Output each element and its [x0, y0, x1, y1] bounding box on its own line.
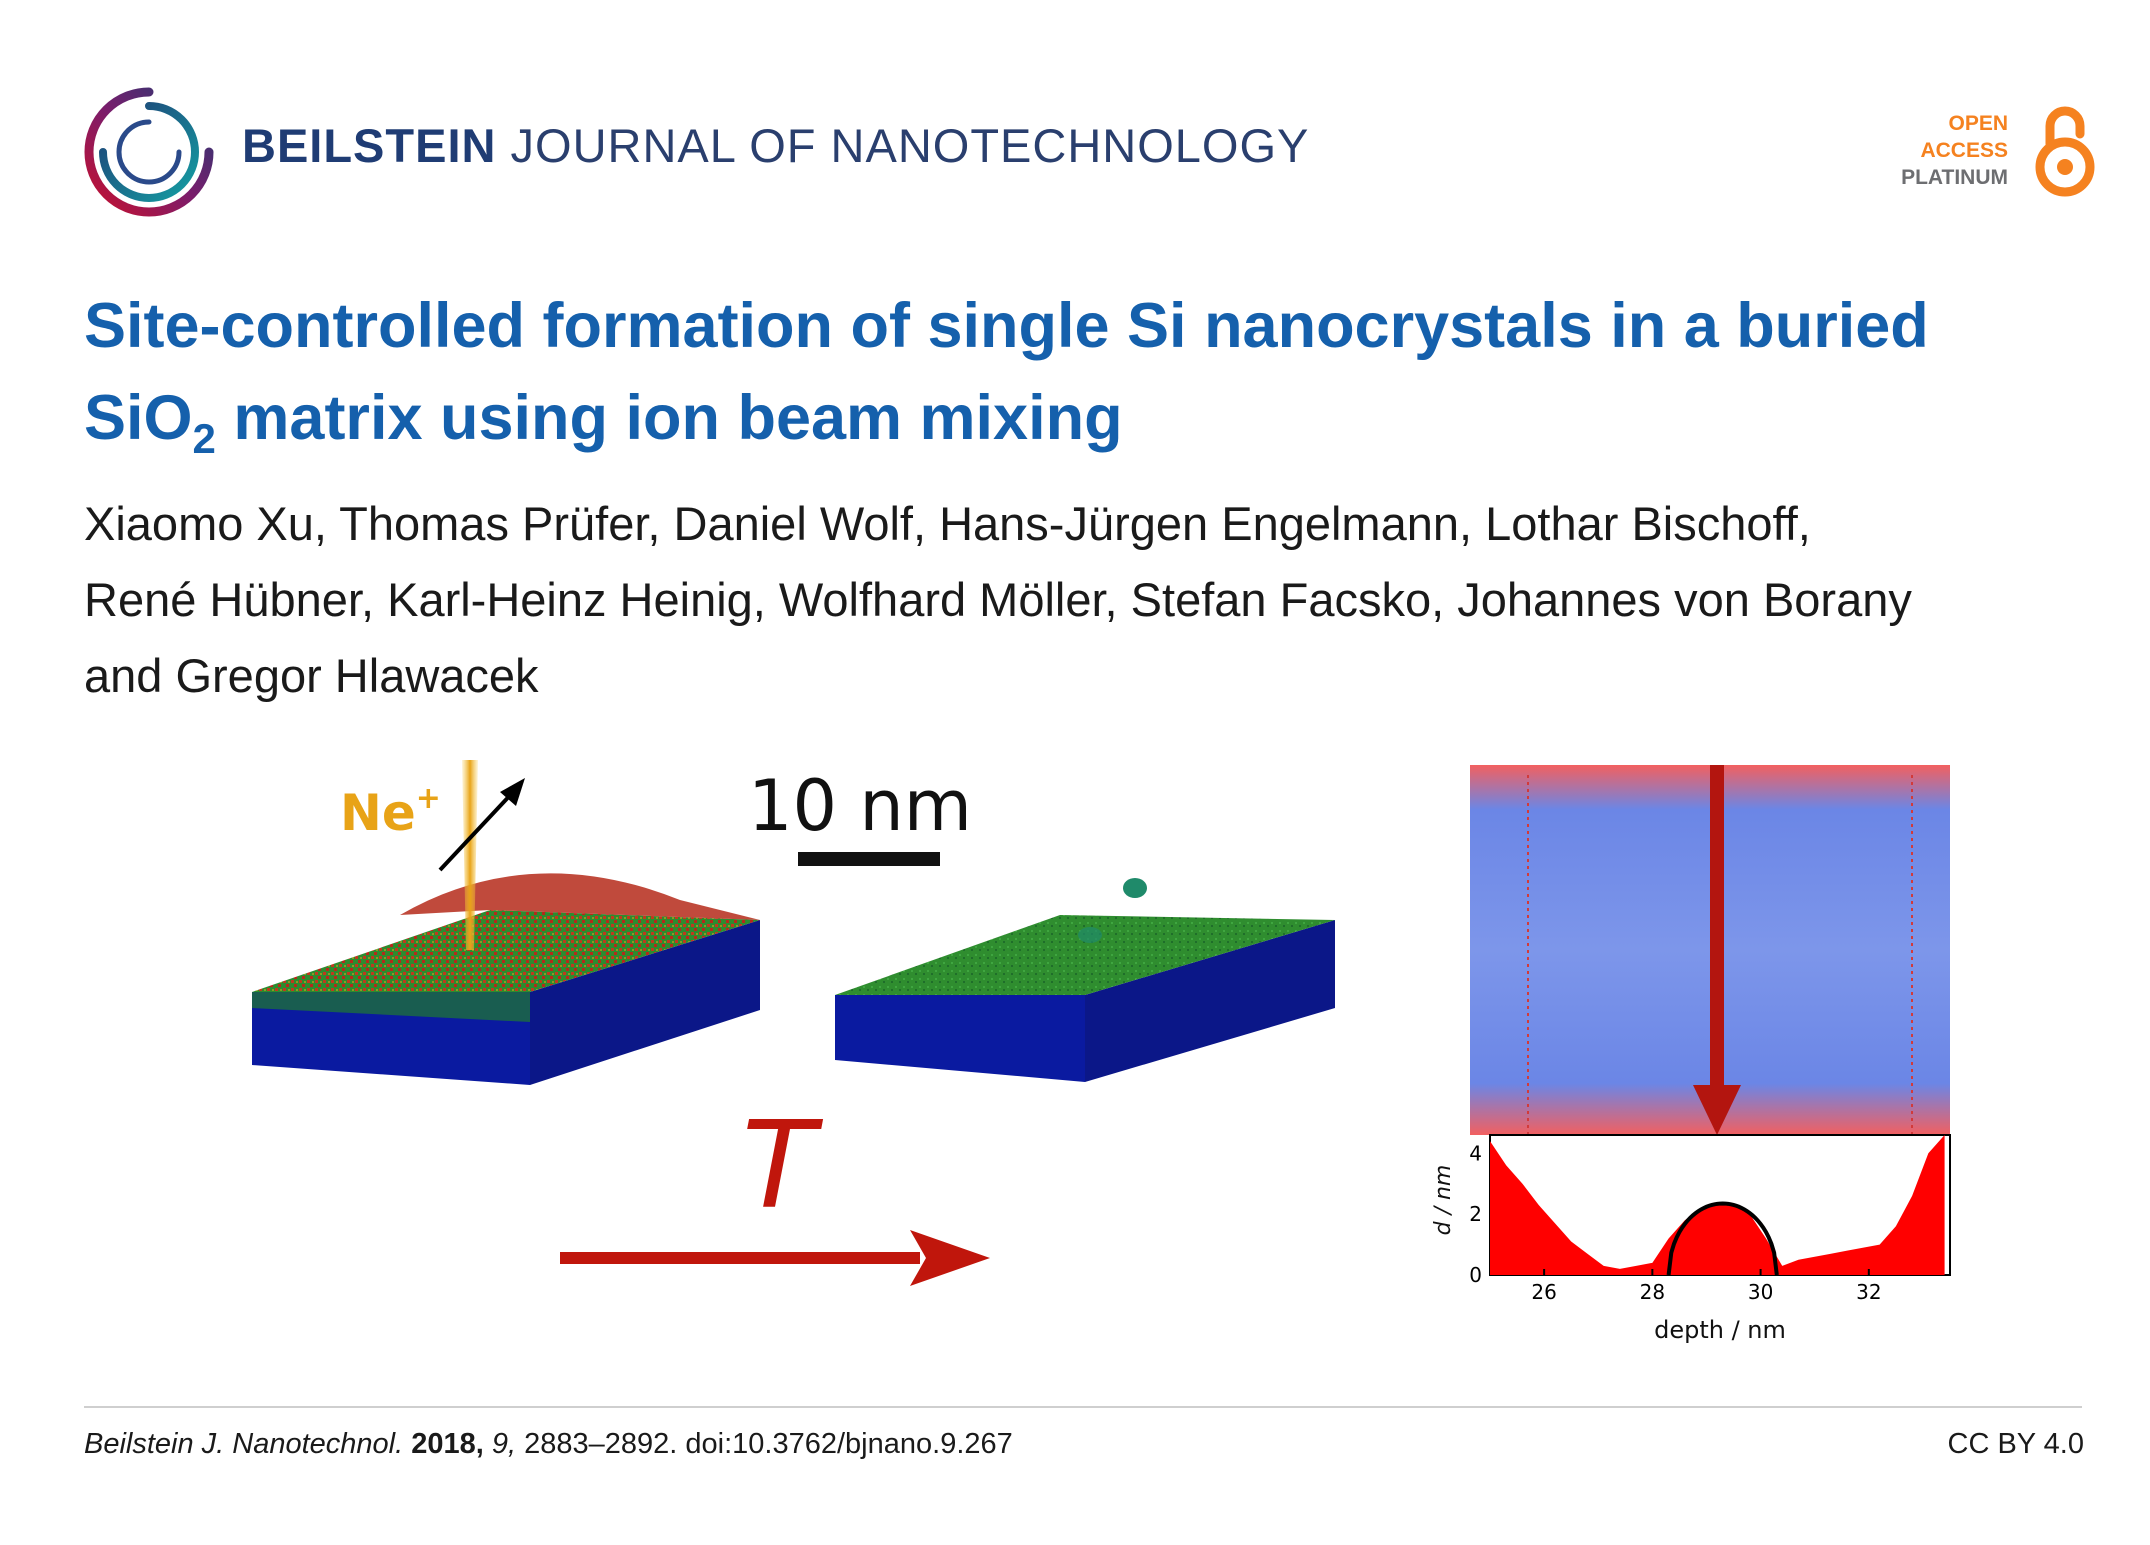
scalebar: [798, 852, 940, 866]
authors-line-1: Xiaomo Xu, Thomas Prüfer, Daniel Wolf, H…: [84, 497, 1811, 550]
temperature-label: T: [742, 1097, 824, 1236]
citation-year: 2018,: [411, 1428, 484, 1460]
scalebar-label: 10 nm: [748, 765, 972, 847]
y-tick-labels: 0 2 4: [1469, 1141, 1482, 1287]
citation-line: Beilstein J. Nanotechnol. 2018, 9, 2883–…: [84, 1428, 1013, 1461]
depth-profile-plot: 26 28 30 32 0 2 4 depth / nm d / nm: [1431, 1134, 1951, 1344]
citation-journal: Beilstein J. Nanotechnol.: [84, 1428, 404, 1460]
x-tick-label: 30: [1748, 1280, 1773, 1304]
title-subscript: 2: [192, 415, 216, 462]
journal-name-rest: JOURNAL OF NANOTECHNOLOGY: [510, 119, 1310, 172]
citation-pages-doi[interactable]: 2883–2892. doi:10.3762/bjnano.9.267: [524, 1428, 1013, 1460]
journal-name: BEILSTEIN JOURNAL OF NANOTECHNOLOGY: [242, 118, 1309, 173]
fit-curve: [1666, 1201, 1779, 1276]
x-tick-label: 26: [1531, 1280, 1556, 1304]
badge-open: OPEN: [1948, 112, 2008, 135]
x-tick-labels: 26 28 30 32: [1531, 1269, 1882, 1304]
citation-volume: 9,: [491, 1428, 517, 1460]
open-access-badge: OPEN ACCESS PLATINUM: [1900, 104, 2100, 197]
authors-line-2: René Hübner, Karl-Heinz Heinig, Wolfhard…: [84, 573, 1912, 626]
x-axis-label: depth / nm: [1654, 1316, 1786, 1344]
y-axis-label: d / nm: [1431, 1165, 1456, 1236]
tem-down-arrow: [1693, 1085, 1741, 1135]
x-tick-label: 28: [1640, 1280, 1665, 1304]
temperature-arrow: [560, 1230, 990, 1286]
y-tick-label: 2: [1469, 1202, 1482, 1226]
authors-line-3: and Gregor Hlawacek: [84, 649, 539, 702]
license-label[interactable]: CC BY 4.0: [1947, 1428, 2084, 1460]
journal-logo-icon: [84, 87, 214, 217]
title-part2: matrix using ion beam mixing: [215, 383, 1123, 453]
right-sample-block: [835, 878, 1335, 1082]
graphical-abstract: Ne+ 10 nm T 26 28 30 32 0 2 4 depth / nm d / …: [252, 760, 1951, 1344]
title-sio: SiO: [84, 383, 193, 453]
y-tick-label: 4: [1469, 1141, 1482, 1165]
ion-beam: [462, 760, 478, 950]
title-part1: Site-controlled formation of single Si n…: [84, 291, 1929, 361]
tem-image: [1470, 765, 1950, 1136]
open-access-lock-icon: [2035, 106, 2095, 197]
article-title: Site-controlled formation of single Si n…: [84, 280, 2074, 464]
footer-divider: [84, 1406, 2082, 1408]
author-list: Xiaomo Xu, Thomas Prüfer, Daniel Wolf, H…: [84, 486, 2084, 714]
plot-area: [1490, 1135, 1945, 1276]
journal-name-bold: BEILSTEIN: [242, 119, 497, 172]
y-tick-label: 0: [1469, 1263, 1482, 1287]
x-tick-label: 32: [1856, 1280, 1881, 1304]
ion-label: Ne+: [340, 781, 441, 842]
sputter-arrow: [438, 778, 525, 872]
left-sample-block: [252, 873, 760, 1085]
badge-access: ACCESS: [1920, 139, 2008, 162]
badge-platinum: PLATINUM: [1901, 166, 2008, 189]
